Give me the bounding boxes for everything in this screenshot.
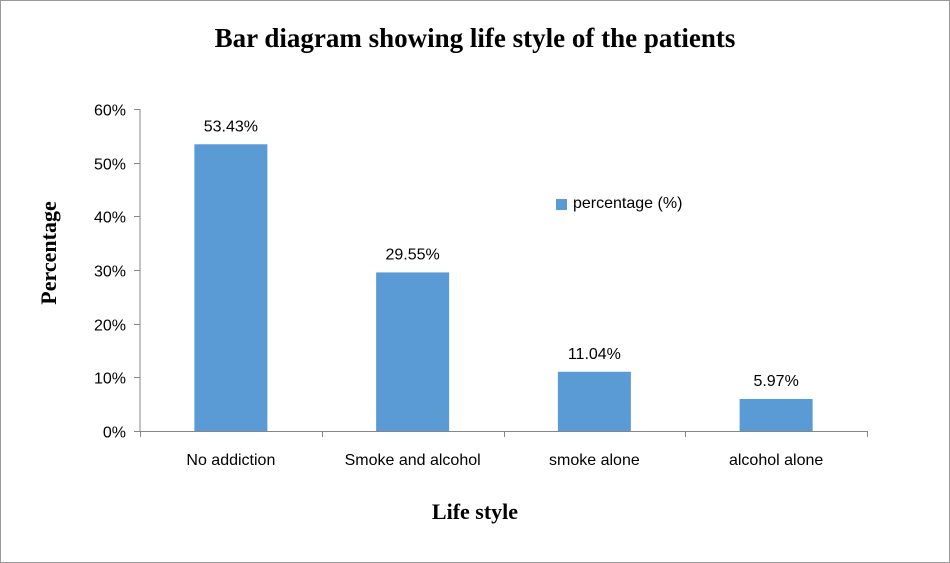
x-axis-label: Life style — [431, 499, 519, 524]
y-tick-label: 40% — [94, 210, 126, 227]
y-tick-label: 10% — [94, 371, 126, 388]
data-label: 29.55% — [385, 246, 439, 263]
y-tick-label: 30% — [94, 264, 126, 281]
y-tick-label: 50% — [94, 157, 126, 174]
legend-label: percentage (%) — [573, 195, 683, 212]
bar — [376, 272, 450, 431]
data-label: 11.04% — [568, 346, 621, 363]
x-tick-label: smoke alone — [549, 452, 640, 469]
y-tick-label: 20% — [94, 318, 126, 335]
legend-swatch — [556, 198, 567, 210]
chart-title: Bar diagram showing life style of the pa… — [214, 23, 736, 53]
axes: 0% 10% 20% 30% 40% 50% 60% — [94, 103, 868, 442]
labels: 53.43% No addiction 29.55% Smoke and alcoho… — [186, 118, 823, 469]
x-tick-label: alcohol alone — [729, 452, 823, 469]
y-tick-label: 60% — [94, 103, 126, 120]
y-tick-label: 0% — [103, 425, 126, 442]
legend: percentage (%) — [556, 195, 682, 213]
bars — [194, 144, 813, 431]
bar — [557, 371, 631, 431]
bar — [739, 398, 813, 431]
data-label: 5.97% — [753, 373, 798, 390]
x-tick-label: Smoke and alcohol — [345, 452, 481, 469]
data-label: 53.43% — [204, 118, 258, 135]
x-tick-label: No addiction — [186, 452, 275, 469]
bar — [194, 144, 268, 431]
